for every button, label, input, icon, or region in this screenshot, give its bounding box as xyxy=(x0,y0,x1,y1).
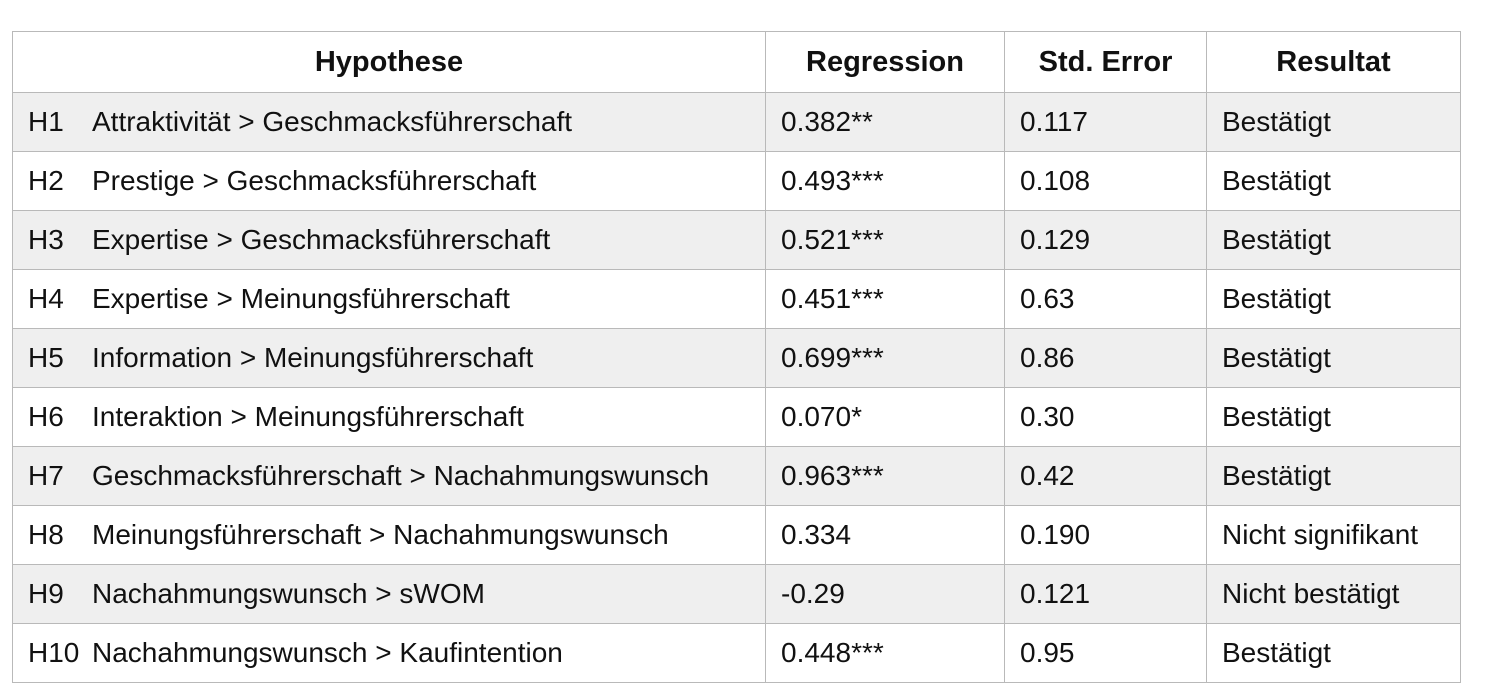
regression-cell: 0.493*** xyxy=(765,151,1005,211)
table-row: H1 Attraktivität > Geschmacksführerschaft… xyxy=(12,92,1461,152)
std-error-cell: 0.42 xyxy=(1004,446,1207,506)
std-error-cell: 0.129 xyxy=(1004,210,1207,270)
hypothesis-text: Meinungsführerschaft > Nachahmungswunsch xyxy=(92,519,669,550)
hypothesis-id: H5 xyxy=(28,342,64,373)
header-std-error: Std. Error xyxy=(1004,31,1207,93)
table-row: H7 Geschmacksführerschaft > Nachahmungswu… xyxy=(12,446,1461,506)
table-row: H5 Information > Meinungsführerschaft 0.69… xyxy=(12,328,1461,388)
hypothesis-text: Information > Meinungsführerschaft xyxy=(92,342,534,373)
result-cell: Bestätigt xyxy=(1206,328,1461,388)
hypothesis-id: H6 xyxy=(28,401,64,432)
hypothesis-id: H1 xyxy=(28,106,64,137)
header-hypothese: Hypothese xyxy=(12,31,766,93)
hypothesis-text: Nachahmungswunsch > sWOM xyxy=(92,578,485,609)
table-row: H8 Meinungsführerschaft > Nachahmungswuns… xyxy=(12,505,1461,565)
regression-cell: 0.382** xyxy=(765,92,1005,152)
header-regression: Regression xyxy=(765,31,1005,93)
regression-cell: -0.29 xyxy=(765,564,1005,624)
std-error-cell: 0.190 xyxy=(1004,505,1207,565)
regression-cell: 0.699*** xyxy=(765,328,1005,388)
hypothesis-results-table: Hypothese Regression Std. Error Resultat… xyxy=(12,31,1461,683)
std-error-cell: 0.121 xyxy=(1004,564,1207,624)
results-table-container: Hypothese Regression Std. Error Resultat… xyxy=(12,31,1461,683)
hypothesis-text: Attraktivität > Geschmacksführerschaft xyxy=(92,106,573,137)
hypothesis-cell: H10 Nachahmungswunsch > Kaufintention xyxy=(12,623,766,683)
header-resultat: Resultat xyxy=(1206,31,1461,93)
hypothesis-cell: H9 Nachahmungswunsch > sWOM xyxy=(12,564,766,624)
result-cell: Nicht bestätigt xyxy=(1206,564,1461,624)
std-error-cell: 0.86 xyxy=(1004,328,1207,388)
hypothesis-cell: H3 Expertise > Geschmacksführerschaft xyxy=(12,210,766,270)
hypothesis-cell: H6 Interaktion > Meinungsführerschaft xyxy=(12,387,766,447)
table-row: H2 Prestige > Geschmacksführerschaft 0.493… xyxy=(12,151,1461,211)
regression-cell: 0.070* xyxy=(765,387,1005,447)
result-cell: Bestätigt xyxy=(1206,446,1461,506)
result-cell: Bestätigt xyxy=(1206,387,1461,447)
table-row: H10 Nachahmungswunsch > Kaufintention 0.44… xyxy=(12,623,1461,683)
hypothesis-id: H9 xyxy=(28,578,64,609)
regression-cell: 0.521*** xyxy=(765,210,1005,270)
regression-cell: 0.963*** xyxy=(765,446,1005,506)
result-cell: Nicht signifikant xyxy=(1206,505,1461,565)
regression-cell: 0.334 xyxy=(765,505,1005,565)
table-row: H3 Expertise > Geschmacksführerschaft 0.52… xyxy=(12,210,1461,270)
hypothesis-cell: H2 Prestige > Geschmacksführerschaft xyxy=(12,151,766,211)
table-header-row: Hypothese Regression Std. Error Resultat xyxy=(12,31,1461,93)
hypothesis-id: H7 xyxy=(28,460,64,491)
std-error-cell: 0.108 xyxy=(1004,151,1207,211)
hypothesis-cell: H7 Geschmacksführerschaft > Nachahmungswu… xyxy=(12,446,766,506)
hypothesis-id: H10 xyxy=(28,637,80,668)
std-error-cell: 0.117 xyxy=(1004,92,1207,152)
result-cell: Bestätigt xyxy=(1206,92,1461,152)
hypothesis-id: H8 xyxy=(28,519,64,550)
regression-cell: 0.451*** xyxy=(765,269,1005,329)
result-cell: Bestätigt xyxy=(1206,623,1461,683)
hypothesis-cell: H8 Meinungsführerschaft > Nachahmungswuns… xyxy=(12,505,766,565)
hypothesis-id: H3 xyxy=(28,224,64,255)
hypothesis-cell: H1 Attraktivität > Geschmacksführerschaft xyxy=(12,92,766,152)
hypothesis-text: Nachahmungswunsch > Kaufintention xyxy=(92,637,563,668)
hypothesis-text: Expertise > Geschmacksführerschaft xyxy=(92,224,551,255)
regression-cell: 0.448*** xyxy=(765,623,1005,683)
hypothesis-text: Geschmacksführerschaft > Nachahmungswuns… xyxy=(92,460,710,491)
std-error-cell: 0.63 xyxy=(1004,269,1207,329)
hypothesis-cell: H4 Expertise > Meinungsführerschaft xyxy=(12,269,766,329)
hypothesis-id: H2 xyxy=(28,165,64,196)
result-cell: Bestätigt xyxy=(1206,269,1461,329)
table-row: H9 Nachahmungswunsch > sWOM -0.29 0.121 Nich… xyxy=(12,564,1461,624)
table-row: H4 Expertise > Meinungsführerschaft 0.451*… xyxy=(12,269,1461,329)
hypothesis-id: H4 xyxy=(28,283,64,314)
table-row: H6 Interaktion > Meinungsführerschaft 0.07… xyxy=(12,387,1461,447)
hypothesis-text: Prestige > Geschmacksführerschaft xyxy=(92,165,537,196)
hypothesis-text: Interaktion > Meinungsführerschaft xyxy=(92,401,524,432)
result-cell: Bestätigt xyxy=(1206,210,1461,270)
std-error-cell: 0.30 xyxy=(1004,387,1207,447)
hypothesis-cell: H5 Information > Meinungsführerschaft xyxy=(12,328,766,388)
std-error-cell: 0.95 xyxy=(1004,623,1207,683)
hypothesis-text: Expertise > Meinungsführerschaft xyxy=(92,283,510,314)
result-cell: Bestätigt xyxy=(1206,151,1461,211)
